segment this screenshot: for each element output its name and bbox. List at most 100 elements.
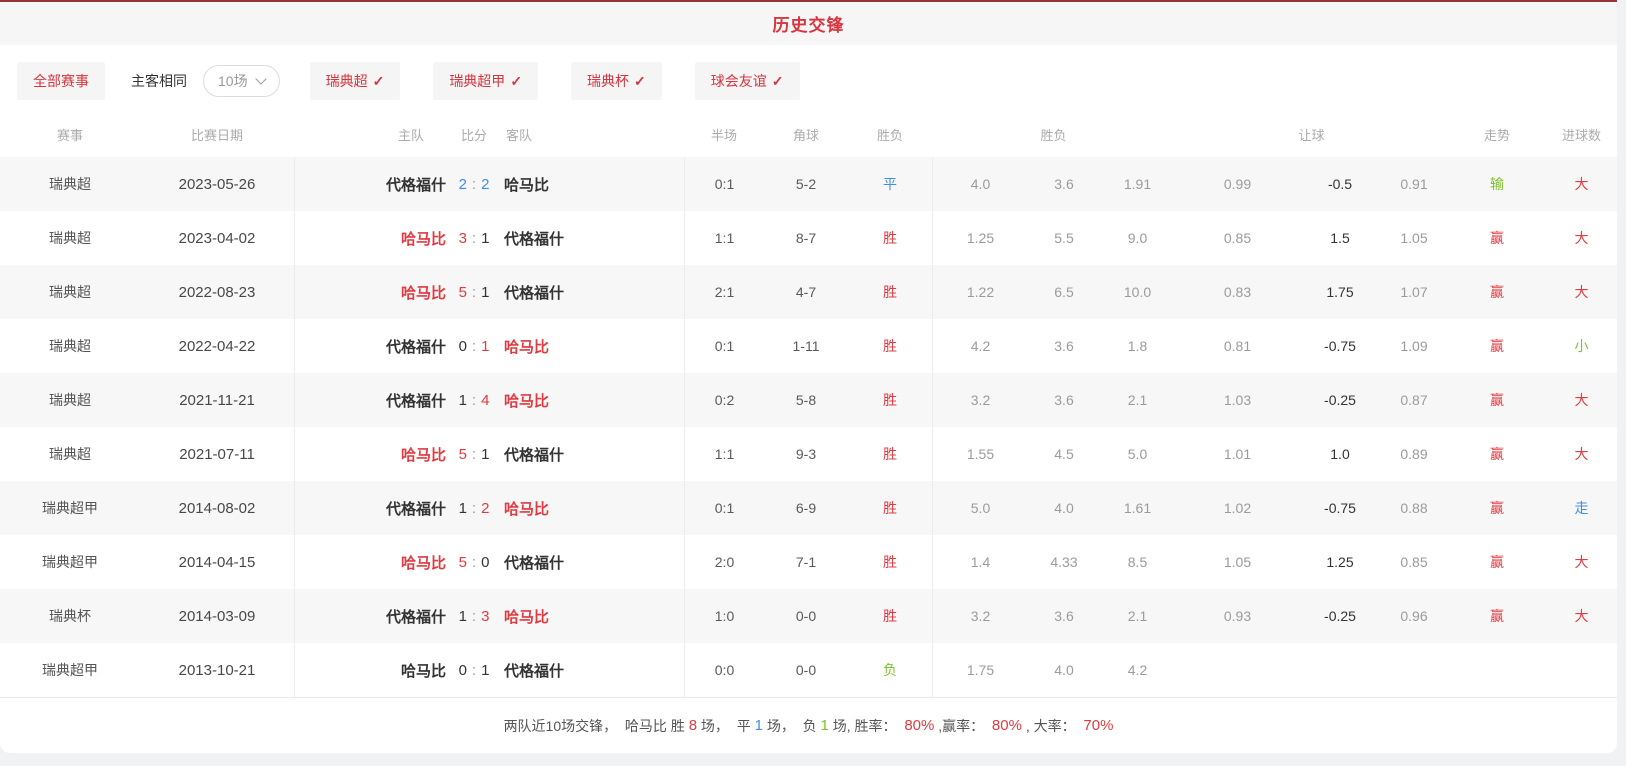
- cell-handicap-odds: 0.88: [1400, 500, 1428, 516]
- score-separator: :: [471, 445, 477, 463]
- cell-handicap-odds: 1.05: [1400, 230, 1428, 246]
- home-score: 0: [458, 661, 467, 679]
- away-score: 3: [481, 607, 490, 625]
- home-score: 5: [458, 553, 467, 571]
- score-separator: :: [471, 229, 477, 247]
- col-header-date: 比赛日期: [190, 128, 243, 143]
- cell-away-team: 代格福什: [504, 230, 565, 248]
- cell-win-odds: 1.55: [932, 427, 1028, 481]
- table-row: 瑞典杯 2014-03-09 代格福什 1:3 哈马比 1:0 0-0 胜 3.2 3.6 2.1 0…: [0, 589, 1617, 643]
- cell-date: 2014-03-09: [178, 607, 256, 625]
- filter-league-button[interactable]: 球会友谊 ✓: [694, 62, 800, 100]
- cell-corners: 4-7: [795, 284, 817, 300]
- cell-score: 1:2: [446, 481, 502, 535]
- cell-corners: 5-2: [795, 176, 817, 192]
- cell-win-odds: 6.5: [1054, 284, 1074, 300]
- cell-date: 2021-11-21: [179, 391, 255, 409]
- cell-handicap-odds: [1380, 643, 1448, 697]
- cell-home-team: 哈马比: [294, 265, 446, 319]
- cell-win-odds: 1.22: [932, 265, 1028, 319]
- col-header-win-odds: 胜负: [1040, 128, 1067, 143]
- filter-league-button[interactable]: 瑞典杯 ✓: [571, 62, 662, 100]
- cell-home-team: 代格福什: [294, 319, 446, 373]
- score-separator: :: [471, 283, 477, 301]
- cell-win-odds: 3.2: [932, 373, 1028, 427]
- league-label: 瑞典超: [325, 73, 368, 89]
- cell-event: 瑞典超: [49, 284, 91, 300]
- cell-win-odds: 4.2: [1127, 662, 1148, 678]
- match-count-select[interactable]: 10场: [203, 65, 280, 97]
- cell-handicap-odds: 0.85: [1400, 554, 1428, 570]
- cell-handicap-odds: [1175, 643, 1300, 697]
- cell-corners: 7-1: [795, 554, 817, 570]
- cell-away-team: 代格福什: [504, 284, 565, 302]
- cell-win-odds: 4.0: [1054, 662, 1074, 678]
- table-row: 瑞典超甲 2013-10-21 哈马比 0:1 代格福什 0:0 0-0 负 1.75 4.0 4.…: [0, 643, 1617, 697]
- cell-half-time: 1:1: [684, 211, 764, 265]
- cell-handicap-odds: -0.75: [1324, 500, 1356, 516]
- filter-same-venue-toggle[interactable]: 主客相同: [131, 73, 187, 89]
- away-score: 4: [481, 391, 490, 409]
- score-separator: :: [471, 391, 477, 409]
- filter-bar: 全部赛事 主客相同 10场 瑞典超 ✓ 瑞典超甲 ✓ 瑞典杯 ✓ 球会友谊 ✓: [0, 45, 1617, 112]
- cell-win-odds: 8.5: [1127, 554, 1148, 570]
- cell-score: 0:1: [446, 643, 502, 697]
- away-score: 1: [481, 337, 490, 355]
- summary-segment: 场， 负: [762, 717, 821, 734]
- cell-result: 胜: [883, 500, 897, 516]
- cell-goals: 大: [1574, 284, 1589, 300]
- cell-event: 瑞典超: [49, 230, 91, 246]
- cell-handicap-odds: 1.05: [1223, 554, 1252, 570]
- cell-goals: 大: [1574, 392, 1589, 408]
- filter-league-button[interactable]: 瑞典超 ✓: [309, 62, 401, 100]
- cell-away-team: 哈马比: [504, 608, 550, 626]
- cell-half-time: 2:0: [684, 535, 764, 589]
- cell-home-team: 哈马比: [294, 643, 446, 697]
- cell-away-team: 哈马比: [504, 392, 550, 410]
- away-score: 2: [481, 175, 490, 193]
- away-score: 2: [481, 499, 490, 517]
- cell-goals: 小: [1574, 338, 1589, 354]
- cell-result: 胜: [883, 338, 897, 354]
- cell-handicap-odds: [1300, 643, 1380, 697]
- cell-score: 3:1: [446, 211, 502, 265]
- col-header-away: 客队: [506, 128, 533, 143]
- cell-away-team: 哈马比: [504, 176, 550, 194]
- home-score: 2: [458, 175, 467, 193]
- cell-trend: 输: [1490, 176, 1504, 192]
- history-head-to-head-panel: 历史交锋 全部赛事 主客相同 10场 瑞典超 ✓ 瑞典超甲 ✓ 瑞典杯 ✓ 球会友谊 ✓ 赛事…: [0, 0, 1617, 753]
- cell-half-time: 0:1: [684, 157, 764, 211]
- cell-score: 5:0: [446, 535, 502, 589]
- cell-handicap-odds: 0.85: [1223, 230, 1252, 246]
- cell-result: 负: [883, 662, 897, 678]
- away-score: 0: [481, 553, 490, 571]
- cell-win-odds: 1.91: [1123, 176, 1152, 192]
- cell-half-time: 1:0: [684, 589, 764, 643]
- cell-handicap-odds: 1.01: [1223, 446, 1252, 462]
- cell-half-time: 0:1: [684, 481, 764, 535]
- cell-win-odds: 5.0: [932, 481, 1028, 535]
- summary-bar: 两队近10场交锋， 哈马比 胜 8 场， 平 1 场， 负 1 场, 胜率： 8…: [0, 697, 1617, 753]
- cell-event: 瑞典超甲: [42, 554, 98, 570]
- cell-result: 胜: [883, 608, 897, 624]
- cell-win-odds: 4.0: [932, 157, 1028, 211]
- cell-date: 2023-04-02: [178, 229, 256, 247]
- cell-away-team: 哈马比: [504, 500, 550, 518]
- table-row: 瑞典超 2021-11-21 代格福什 1:4 哈马比 0:2 5-8 胜 3.2 3.6 2.1 1…: [0, 373, 1617, 427]
- cell-event: 瑞典超甲: [42, 500, 98, 516]
- cell-event: 瑞典超甲: [42, 662, 98, 678]
- cell-handicap-odds: -0.25: [1324, 392, 1356, 408]
- cell-trend: [1448, 643, 1546, 697]
- cell-trend: 赢: [1490, 338, 1504, 354]
- table-row: 瑞典超甲 2014-04-15 哈马比 5:0 代格福什 2:0 7-1 胜 1.4 4.33 8.…: [0, 535, 1617, 589]
- cell-win-odds: 3.6: [1054, 176, 1074, 192]
- cell-date: 2014-04-15: [178, 553, 256, 571]
- cell-corners: 9-3: [795, 446, 817, 462]
- filter-all-matches-button[interactable]: 全部赛事: [17, 62, 105, 100]
- cell-result: 胜: [883, 554, 897, 570]
- cell-handicap-odds: 1.75: [1326, 284, 1354, 300]
- cell-handicap-odds: 1.5: [1330, 230, 1350, 246]
- table-row: 瑞典超 2023-04-02 哈马比 3:1 代格福什 1:1 8-7 胜 1.25 5.5 9.0…: [0, 211, 1617, 265]
- filter-league-button[interactable]: 瑞典超甲 ✓: [433, 62, 539, 100]
- cell-corners: 0-0: [795, 662, 817, 678]
